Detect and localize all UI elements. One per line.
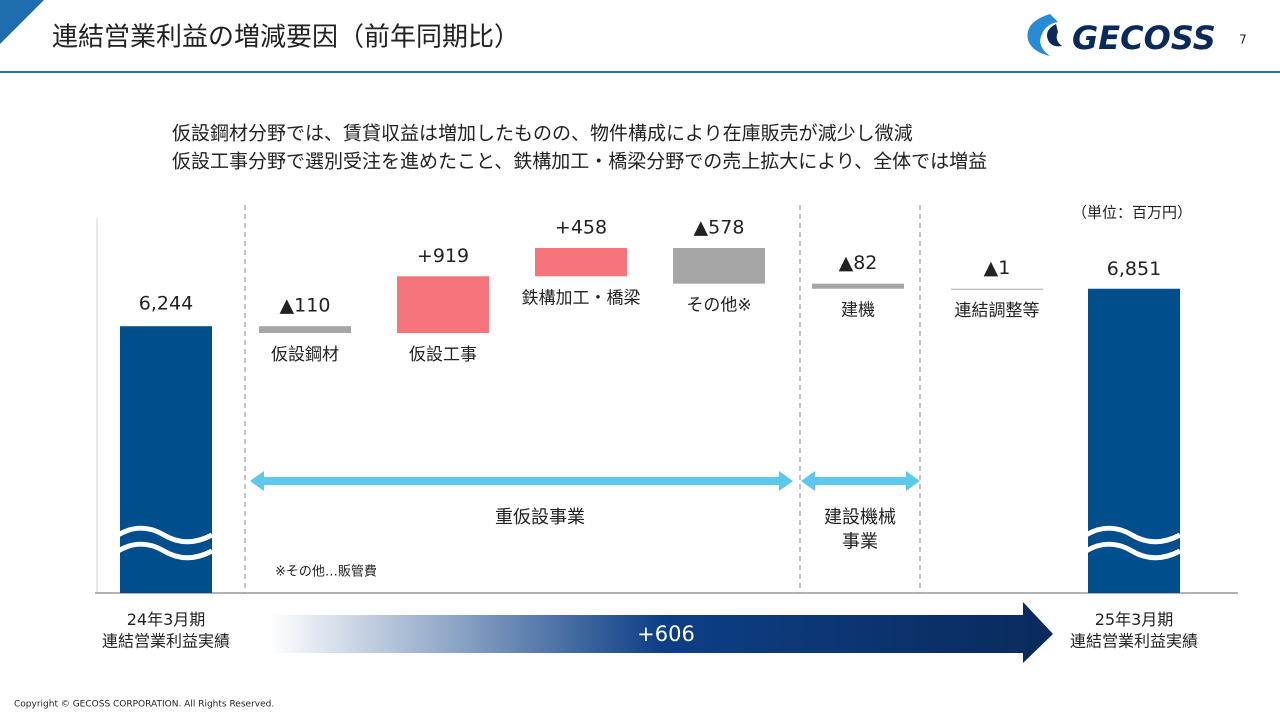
delta-bar bbox=[535, 248, 627, 277]
group-label: 重仮設事業 bbox=[495, 507, 585, 528]
headline: 仮設工事分野で選別受注を進めたこと、鉄構加工・橋梁分野での売上拡大により、全体で… bbox=[172, 151, 987, 173]
axis-break bbox=[116, 541, 214, 561]
category-label: 24年3月期連結営業利益実績 bbox=[102, 610, 230, 651]
corner-shape bbox=[0, 0, 44, 44]
value-label: ▲1 bbox=[984, 257, 1011, 279]
total-bar bbox=[120, 326, 212, 593]
value-label: 6,244 bbox=[139, 293, 193, 315]
category-label: 仮設工事 bbox=[409, 345, 477, 365]
footer: Copyright © GECOSS CORPORATION. All Righ… bbox=[14, 700, 274, 710]
category-label: 25年3月期連結営業利益実績 bbox=[1070, 610, 1198, 651]
value-label: +458 bbox=[555, 217, 607, 239]
delta-bar bbox=[673, 248, 765, 284]
logo-text: GECOSS bbox=[1072, 19, 1216, 57]
delta-bar bbox=[951, 288, 1043, 290]
logo-icon bbox=[1027, 14, 1062, 56]
category-label: 鉄構加工・橋梁 bbox=[522, 288, 641, 308]
title: 連結営業利益の増減要因（前年同期比） bbox=[52, 23, 520, 53]
category-label: 連結調整等 bbox=[955, 301, 1040, 321]
category-label: 建機 bbox=[841, 301, 875, 321]
note: ※その他…販管費 bbox=[275, 565, 377, 580]
change-arrow bbox=[270, 602, 1053, 663]
value-label: +919 bbox=[417, 245, 469, 267]
axis-break bbox=[1084, 541, 1182, 561]
delta-bar bbox=[812, 283, 904, 289]
value-label: ▲110 bbox=[280, 295, 331, 317]
value-label: ▲578 bbox=[694, 217, 745, 239]
category-label: 仮設鋼材 bbox=[271, 345, 339, 365]
value-label: 6,851 bbox=[1107, 258, 1161, 280]
unit: （単位：百万円） bbox=[1072, 204, 1192, 222]
total-bar bbox=[1088, 288, 1180, 593]
axis-break bbox=[116, 525, 214, 545]
dividers bbox=[244, 205, 921, 593]
category-label: その他※ bbox=[686, 296, 751, 316]
delta-bar bbox=[397, 276, 489, 333]
headline: 仮設鋼材分野では、賃貸収益は増加したものの、物件構成により在庫販売が減少し微減 bbox=[172, 123, 913, 145]
change-label: +606 bbox=[637, 622, 695, 646]
value-label: ▲82 bbox=[839, 252, 878, 274]
page-number: 7 bbox=[1239, 33, 1247, 47]
axis-break bbox=[1084, 525, 1182, 545]
segment-arrows bbox=[250, 471, 920, 491]
delta-bar bbox=[259, 326, 351, 333]
group-label: 建設機械事業 bbox=[824, 507, 896, 552]
